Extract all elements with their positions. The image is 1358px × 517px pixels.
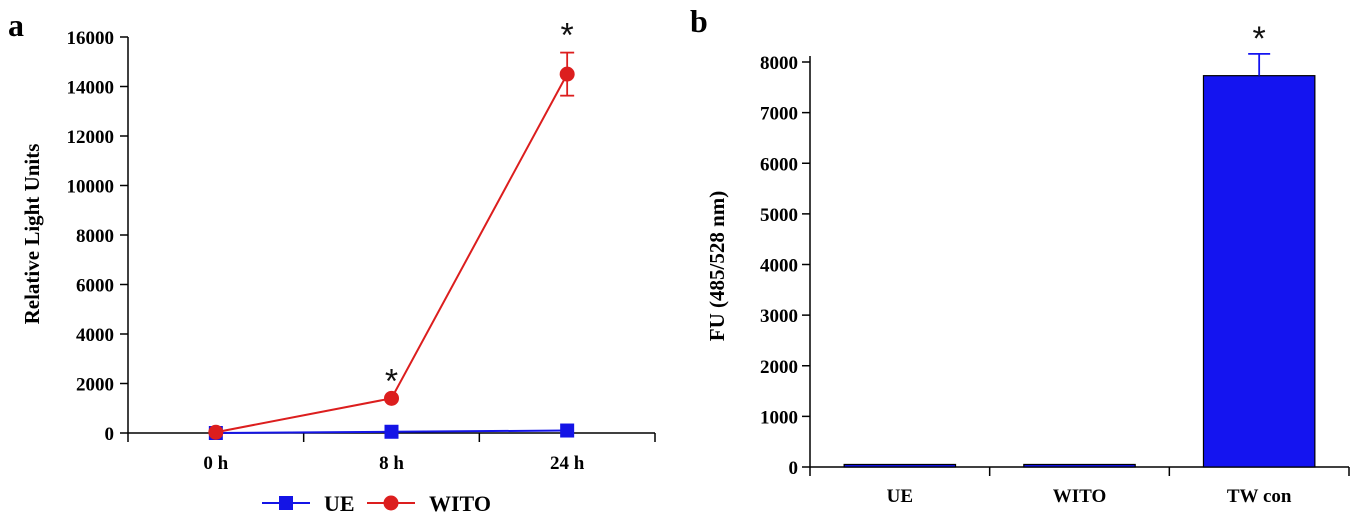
bar-ue: [843, 463, 957, 468]
chart-panel-a: a Relative Light Units 0 2000 4000 6000 8000…: [8, 7, 656, 516]
series-group-a: [208, 51, 575, 440]
annotations-b: *: [1253, 20, 1266, 58]
y-ticks-a: 0 2000 4000 6000 8000 10000 12000 14000 16000: [67, 28, 128, 445]
x-ticks-b: UE WITO TW con: [809, 467, 1350, 507]
panel-label-a: a: [8, 7, 24, 43]
series-wito: [208, 51, 575, 440]
y-axis-label-a: Relative Light Units: [20, 144, 44, 325]
data-point-ue: [384, 424, 399, 439]
y-tick-label-a: 14000: [67, 78, 115, 99]
panel-label-b: b: [690, 3, 708, 39]
y-tick-label-b: 7000: [760, 104, 798, 125]
data-point-wito: [208, 424, 224, 440]
x-tick-label-a: 0 h: [203, 453, 228, 474]
legend-a: UE WITO: [262, 491, 491, 516]
y-tick-label-b: 3000: [760, 306, 798, 327]
significance-star-b: *: [1253, 20, 1266, 58]
legend-label: WITO: [429, 491, 491, 516]
data-point-wito: [559, 66, 575, 82]
y-axis-label-b: FU (485/528 nm): [705, 191, 729, 342]
legend-label: UE: [324, 491, 355, 516]
x-tick-label-b: UE: [887, 486, 913, 507]
y-tick-label-b: 4000: [760, 256, 798, 277]
data-point-wito: [384, 390, 399, 406]
y-tick-label-a: 16000: [67, 28, 115, 49]
bar-wito: [1023, 463, 1136, 468]
y-tick-label-b: 6000: [760, 154, 798, 175]
y-tick-label-b: 2000: [760, 357, 798, 378]
legend-item-ue: UE: [262, 491, 355, 516]
bars-b: [843, 53, 1316, 468]
data-point-ue: [560, 423, 575, 438]
y-tick-label-b: 1000: [760, 407, 798, 428]
y-tick-label-a: 6000: [76, 276, 114, 297]
legend-marker: [279, 496, 293, 510]
y-tick-label-b: 0: [789, 458, 799, 479]
y-tick-label-b: 5000: [760, 205, 798, 226]
y-tick-label-a: 2000: [76, 375, 114, 396]
x-tick-label-b: TW con: [1227, 486, 1292, 507]
significance-star-a: *: [561, 17, 574, 55]
series-ue: [208, 423, 575, 440]
legend-item-wito: WITO: [367, 491, 491, 516]
x-tick-label-a: 8 h: [379, 453, 404, 474]
x-ticks-a: 0 h 8 h 24 h: [127, 433, 656, 474]
x-tick-label-a: 24 h: [550, 453, 585, 474]
y-tick-label-a: 0: [105, 424, 115, 445]
y-ticks-b: 0 1000 2000 3000 4000 5000 6000 7000 8000: [760, 53, 810, 479]
legend-marker: [383, 495, 399, 511]
x-tick-label-b: WITO: [1053, 486, 1107, 507]
annotations-a: **: [385, 17, 574, 401]
y-tick-label-a: 12000: [67, 127, 115, 148]
bar-tw-con: [1202, 75, 1316, 468]
chart-panel-b: b FU (485/528 nm) 0 1000 2000 3000 4000 5000 6…: [690, 3, 1350, 507]
y-tick-label-b: 8000: [760, 53, 798, 74]
y-tick-label-a: 10000: [67, 177, 115, 198]
significance-star-a: *: [385, 362, 398, 400]
y-tick-label-a: 4000: [76, 325, 114, 346]
y-tick-label-a: 8000: [76, 226, 114, 247]
